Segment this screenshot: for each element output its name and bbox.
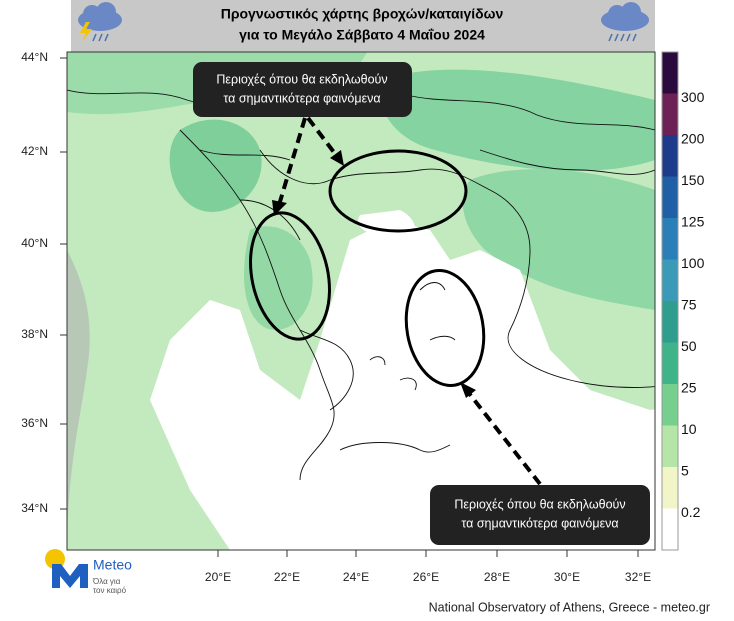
lat-axis: 44°N 42°N 40°N 38°N 36°N 34°N (21, 50, 67, 515)
colorbar-label: 50 (681, 338, 697, 354)
lat-label: 40°N (21, 236, 48, 250)
lon-label: 28°E (484, 570, 510, 584)
callout-box (193, 62, 412, 117)
highlight-areas (249, 149, 486, 387)
lon-label: 20°E (205, 570, 231, 584)
ellipse (249, 211, 331, 341)
callout-text: τα σημαντικότερα φαινόμενα (223, 91, 380, 105)
color-swatch (662, 508, 678, 550)
colorbar-label: 100 (681, 255, 705, 271)
lat-label: 34°N (21, 501, 48, 515)
colorbar-label: 200 (681, 131, 705, 147)
color-swatch (662, 93, 678, 135)
color-swatch (662, 384, 678, 426)
logo-tagline: Όλα για (92, 577, 121, 586)
colorbar-label: 10 (681, 421, 697, 437)
colorbar-label: 300 (681, 89, 705, 105)
color-swatch (662, 218, 678, 260)
map-frame (66, 51, 656, 551)
footer: National Observatory of Athens, Greece -… (429, 600, 710, 614)
color-swatch (662, 342, 678, 384)
arrowheads (272, 150, 476, 398)
title-line: Προγνωστικός χάρτης βροχών/καταιγίδων (221, 6, 504, 22)
lon-label: 30°E (554, 570, 580, 584)
callout-text: τα σημαντικότερα φαινόμενα (461, 516, 618, 530)
weather-icon (78, 2, 122, 42)
lat-label: 42°N (21, 144, 48, 158)
lat-label: 44°N (21, 50, 48, 64)
lon-ticks (217, 550, 639, 557)
lon-label: 32°E (625, 570, 651, 584)
color-swatch (662, 135, 678, 177)
ellipse (404, 269, 486, 387)
callout-text: Περιοχές όπου θα εκδηλωθούν (216, 72, 387, 86)
callout-box (430, 485, 650, 545)
callout-text: Περιοχές όπου θα εκδηλωθούν (454, 497, 625, 511)
color-swatch (662, 425, 678, 467)
color-swatch (662, 467, 678, 509)
logo: Meteo Όλα για τον καιρό (45, 549, 132, 595)
lon-axis: 20°E 22°E 24°E 26°E 28°E 30°E 32°E (205, 550, 651, 584)
logo-tagline: τον καιρό (93, 586, 127, 595)
color-swatch (662, 176, 678, 218)
lon-label: 22°E (274, 570, 300, 584)
color-swatch (662, 301, 678, 343)
logo-name: Meteo (93, 557, 132, 573)
arrows (277, 116, 542, 486)
color-swatch (662, 259, 678, 301)
ellipse (328, 149, 468, 233)
lon-label: 26°E (413, 570, 439, 584)
weather-icon (601, 2, 649, 42)
colorbar-label: 25 (681, 380, 697, 396)
colorbar-label: 0.2 (681, 504, 701, 520)
color-swatch (662, 52, 678, 94)
lat-ticks (60, 57, 67, 510)
lon-label: 24°E (343, 570, 369, 584)
title-line: για το Μεγάλο Σάββατο 4 Μαΐου 2024 (239, 27, 485, 43)
colorbar-frame (661, 51, 679, 551)
colorbar-label: 75 (681, 297, 697, 313)
lat-label: 36°N (21, 416, 48, 430)
colorbar-label: 125 (681, 214, 705, 230)
title-box (71, 0, 655, 52)
colorbar-label: 5 (681, 463, 689, 479)
colorbar-label: 150 (681, 172, 705, 188)
lat-label: 38°N (21, 327, 48, 341)
colorbar: 300 200 150 125 100 75 50 25 10 5 0.2 (661, 51, 705, 551)
precipitation-map (67, 52, 655, 550)
